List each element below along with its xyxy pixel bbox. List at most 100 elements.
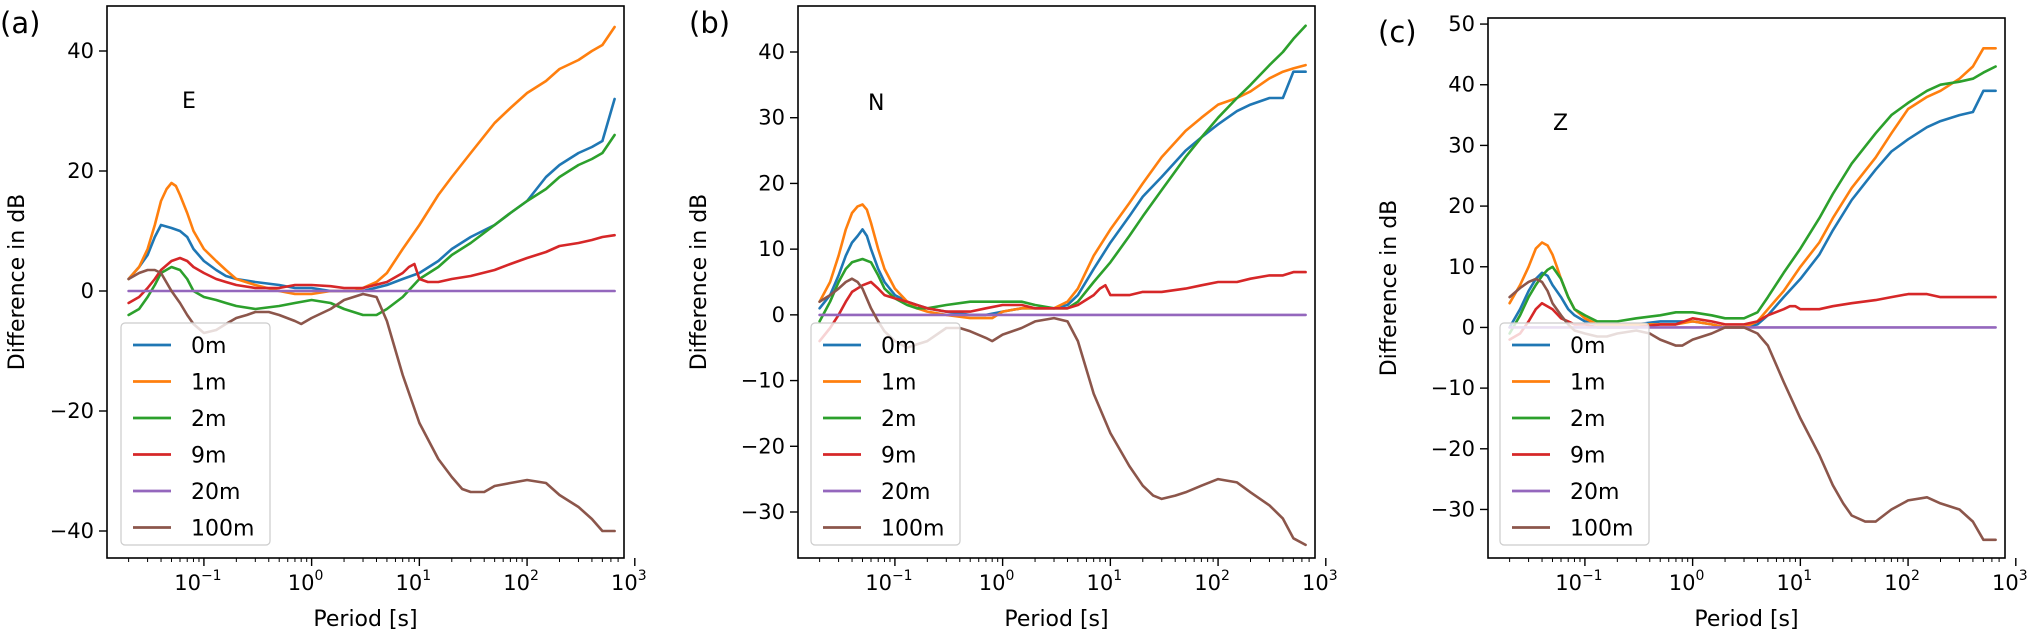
legend-label: 1m [191,371,226,396]
x-tick-label: 102 [1884,568,1920,595]
y-tick-label: −10 [1431,376,1475,400]
series-line-2m [1508,65,1997,335]
x-tick-base: 10 [1194,571,1221,595]
component-label: N [868,91,884,116]
legend-box [1499,322,1650,546]
x-tick-base: 10 [1302,571,1329,595]
legend-box [120,322,271,546]
y-tick-label: −20 [50,399,94,423]
y-tick-label: 30 [758,106,785,130]
legend-label: 9m [1570,444,1605,469]
x-tick-exponent: −1 [1582,568,1603,584]
x-tick-label: 101 [396,568,432,595]
x-tick-exponent: 2 [1221,568,1230,584]
panel-label: (a) [0,6,40,40]
series-line-9m [127,233,616,305]
legend: 0m 1m 2m 9m 20m 100m [1499,322,1650,546]
x-tick-label: 100 [1669,568,1705,595]
y-tick-label: 20 [1448,194,1475,218]
x-tick-exponent: 0 [1006,568,1015,584]
x-tick-exponent: 0 [1696,568,1705,584]
axes-frame [106,5,625,559]
panel-label: (c) [1378,15,1417,49]
y-tick-label: −20 [741,434,785,458]
x-tick-base: 10 [865,571,892,595]
y-tick-label: 40 [67,39,94,63]
legend-label: 2m [1570,407,1605,432]
x-tick-label: 100 [979,568,1015,595]
x-tick-base: 10 [611,571,638,595]
x-tick-exponent: 2 [1911,568,1920,584]
x-tick-label: 103 [1302,568,1338,595]
legend-label: 20m [1570,480,1619,505]
y-tick-label: −20 [1431,437,1475,461]
chart-panel-2: 10−1 100 101 102 103−30−20−1001020304050Peri… [1377,12,2027,632]
chart-panel-1: 10−1 100 101 102 103−30−20−10010203040Period… [687,5,1338,632]
y-tick-label: 0 [772,303,785,327]
y-tick-label: −40 [50,519,94,543]
legend-label: 2m [881,407,916,432]
series-line-100m [818,277,1307,547]
legend-label: 2m [191,407,226,432]
legend-label: 100m [1570,517,1633,542]
x-tick-exponent: −1 [892,568,913,584]
legend-box [810,322,961,546]
x-tick-exponent: −1 [201,568,222,584]
legend-label: 100m [881,517,944,542]
legend-label: 9m [881,444,916,469]
component-label: Z [1553,111,1568,136]
y-tick-label: 0 [81,279,94,303]
x-tick-exponent: 1 [1113,568,1122,584]
x-tick-label: 101 [1777,568,1813,595]
y-tick-label: −30 [1431,497,1475,521]
series-line-2m [818,24,1307,323]
series-line-1m [818,63,1307,320]
axes-frame [797,5,1316,559]
x-tick-base: 10 [979,571,1006,595]
y-tick-label: 10 [1448,255,1475,279]
x-tick-base: 10 [174,571,201,595]
x-tick-label: 101 [1087,568,1123,595]
series-line-0m [1508,89,1997,329]
x-tick-exponent: 1 [1803,568,1812,584]
x-tick-label: 100 [288,568,324,595]
y-axis-title: Difference in dB [687,194,712,371]
legend: 0m 1m 2m 9m 20m 100m [120,322,271,546]
legend-label: 0m [1570,334,1605,359]
legend-label: 0m [881,334,916,359]
x-tick-exponent: 3 [2019,568,2027,584]
x-tick-base: 10 [1669,571,1696,595]
x-tick-label: 102 [1194,568,1230,595]
y-tick-label: 30 [1448,133,1475,157]
x-tick-base: 10 [288,571,315,595]
x-axis-title: Period [s] [1694,607,1798,632]
y-axis-title: Difference in dB [5,194,30,371]
x-tick-exponent: 3 [1329,568,1338,584]
y-tick-label: 10 [758,237,785,261]
axes-frame [1487,17,2006,559]
y-tick-label: 20 [67,159,94,183]
series-line-1m [1508,46,1997,329]
x-tick-label: 10−1 [865,568,912,595]
x-tick-label: 103 [611,568,647,595]
x-tick-label: 102 [503,568,539,595]
y-tick-label: 40 [758,40,785,64]
legend-label: 100m [191,517,254,542]
series-line-100m [127,268,616,533]
x-axis-title: Period [s] [313,607,417,632]
legend: 0m 1m 2m 9m 20m 100m [810,322,961,546]
legend-label: 20m [881,480,930,505]
x-tick-base: 10 [503,571,530,595]
y-tick-label: −30 [741,500,785,524]
series-line-9m [818,270,1307,343]
y-tick-label: 50 [1448,12,1475,36]
component-label: E [182,89,196,114]
x-tick-exponent: 0 [315,568,324,584]
x-tick-base: 10 [1555,571,1582,595]
legend-label: 1m [881,371,916,396]
x-axis-title: Period [s] [1004,607,1108,632]
x-tick-label: 10−1 [174,568,221,595]
panel-label: (b) [689,6,730,40]
x-tick-base: 10 [1777,571,1804,595]
